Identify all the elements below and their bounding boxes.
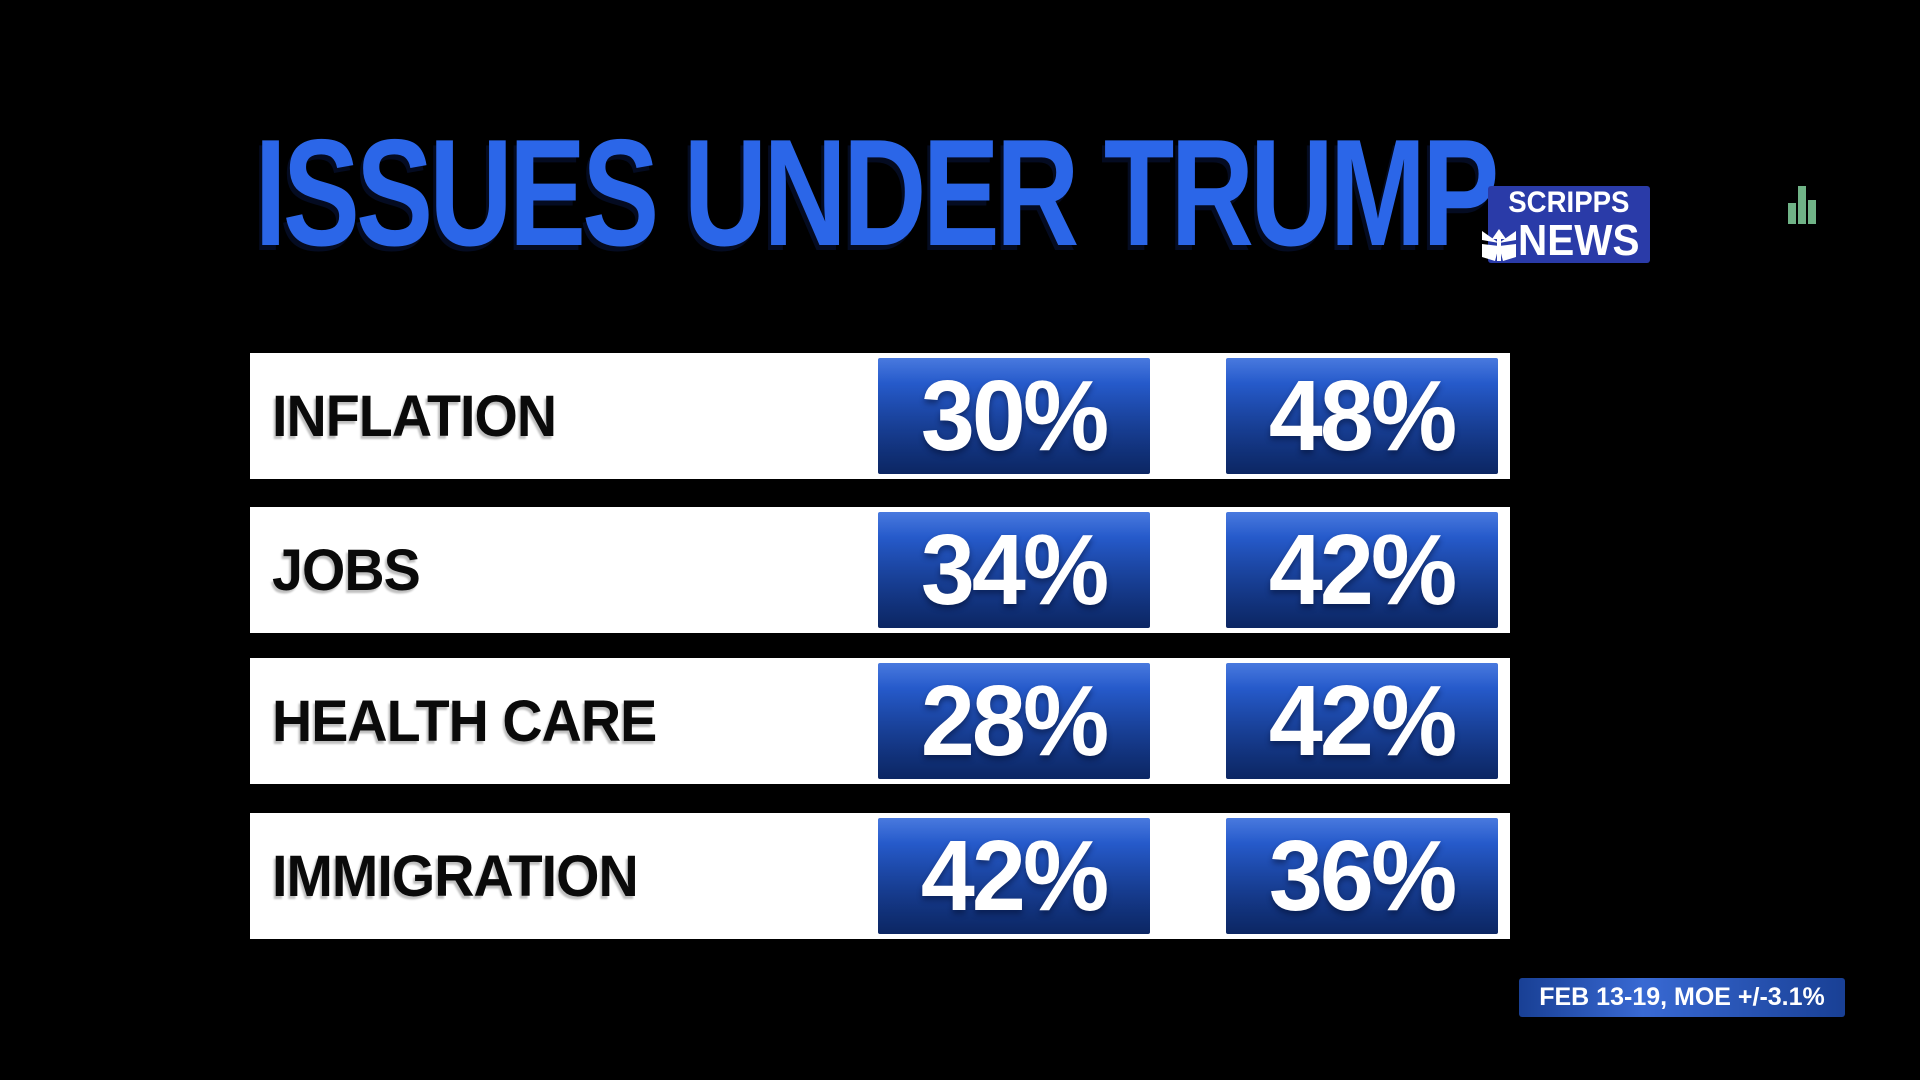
value-text: 36% xyxy=(1269,819,1457,932)
poll-footnote-badge: FEB 13-19, MOE +/-3.1% xyxy=(1519,978,1845,1017)
value-text: 42% xyxy=(1269,664,1457,777)
value-cell: 28% xyxy=(878,663,1150,779)
table-row: INFLATION 30% 48% xyxy=(250,353,1510,479)
logo-text-news: NEWS xyxy=(1518,216,1640,265)
scripps-news-logo: SCRIPPS NEWS xyxy=(1482,186,1650,263)
value-cell: 36% xyxy=(1226,818,1498,934)
poll-table: INFLATION 30% 48% JOBS 34% 42% HEALTH CA… xyxy=(250,353,1510,940)
value-text: 42% xyxy=(1269,513,1457,626)
table-row: HEALTH CARE 28% 42% xyxy=(250,658,1510,784)
issue-label: INFLATION xyxy=(272,383,557,449)
issue-label: JOBS xyxy=(272,537,421,603)
value-cell: 42% xyxy=(1226,512,1498,628)
issue-label: HEALTH CARE xyxy=(272,688,657,754)
lighthouse-icon xyxy=(1482,229,1516,261)
logo-text-scripps: SCRIPPS xyxy=(1508,186,1630,219)
value-cell: 42% xyxy=(878,818,1150,934)
value-text: 28% xyxy=(921,664,1109,777)
value-text: 30% xyxy=(921,359,1109,472)
page-title: ISSUES UNDER TRUMP xyxy=(254,108,1500,278)
value-cell: 30% xyxy=(878,358,1150,474)
value-cell: 34% xyxy=(878,512,1150,628)
table-row: JOBS 34% 42% xyxy=(250,507,1510,633)
value-text: 42% xyxy=(921,819,1109,932)
value-text: 34% xyxy=(921,513,1109,626)
issue-label: IMMIGRATION xyxy=(272,843,639,909)
value-text: 48% xyxy=(1269,359,1457,472)
bar-chart-icon xyxy=(1788,186,1818,224)
value-cell: 42% xyxy=(1226,663,1498,779)
value-cell: 48% xyxy=(1226,358,1498,474)
table-row: IMMIGRATION 42% 36% xyxy=(250,813,1510,939)
logo-bottom-row: NEWS xyxy=(1482,219,1650,263)
